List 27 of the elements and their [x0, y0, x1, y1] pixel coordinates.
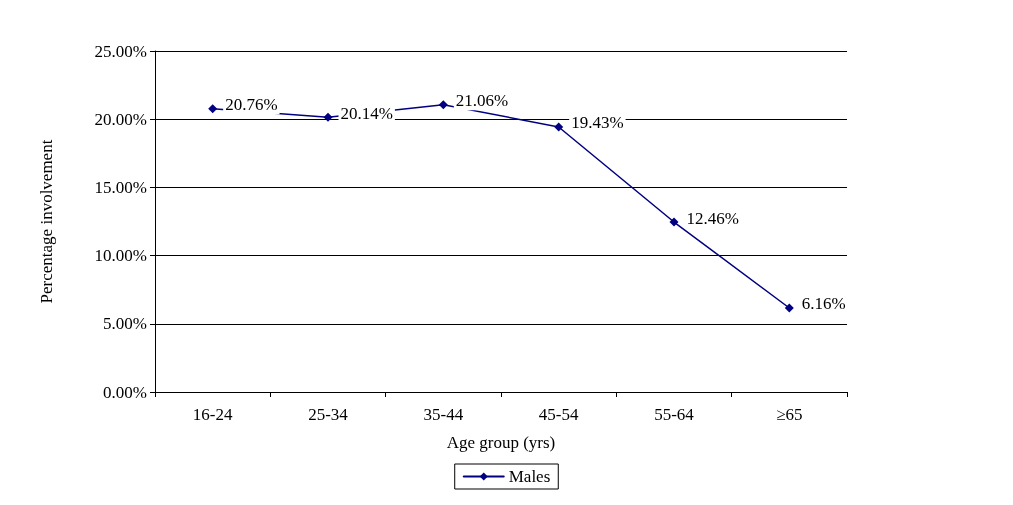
data-label: 6.16%: [801, 294, 846, 314]
point: [784, 303, 794, 313]
x-tick-label: 25-34: [308, 405, 349, 424]
point: [323, 112, 333, 122]
x-tick-label: 55-64: [654, 405, 695, 424]
data-label: 19.43%: [571, 113, 624, 133]
data-label: 12.46%: [686, 208, 739, 228]
point: [208, 104, 218, 114]
x-axis-title: Age group (yrs): [446, 433, 556, 452]
y-tick-label: 10.00%: [94, 246, 147, 266]
y-tick-label: 0.00%: [103, 382, 147, 402]
legend-label: Males: [508, 467, 551, 486]
data-label: 20.76%: [225, 95, 278, 115]
point: [554, 122, 564, 132]
y-tick-label: 5.00%: [103, 314, 147, 334]
y-axis-title: Percentage involvement: [37, 139, 56, 304]
x-tick-label: 16-24: [192, 405, 233, 424]
data-label: 21.06%: [455, 91, 509, 111]
y-tick-label: 15.00%: [94, 177, 147, 197]
y-tick-label: 25.00%: [94, 41, 147, 61]
x-tick-label: 35-44: [423, 405, 464, 424]
data-label: 20.14%: [340, 103, 393, 123]
x-tick-label: ≥65: [776, 405, 803, 424]
point: [438, 100, 448, 110]
point: [669, 217, 679, 227]
y-tick-label: 20.00%: [94, 109, 147, 129]
x-tick-label: 45-54: [538, 405, 579, 424]
